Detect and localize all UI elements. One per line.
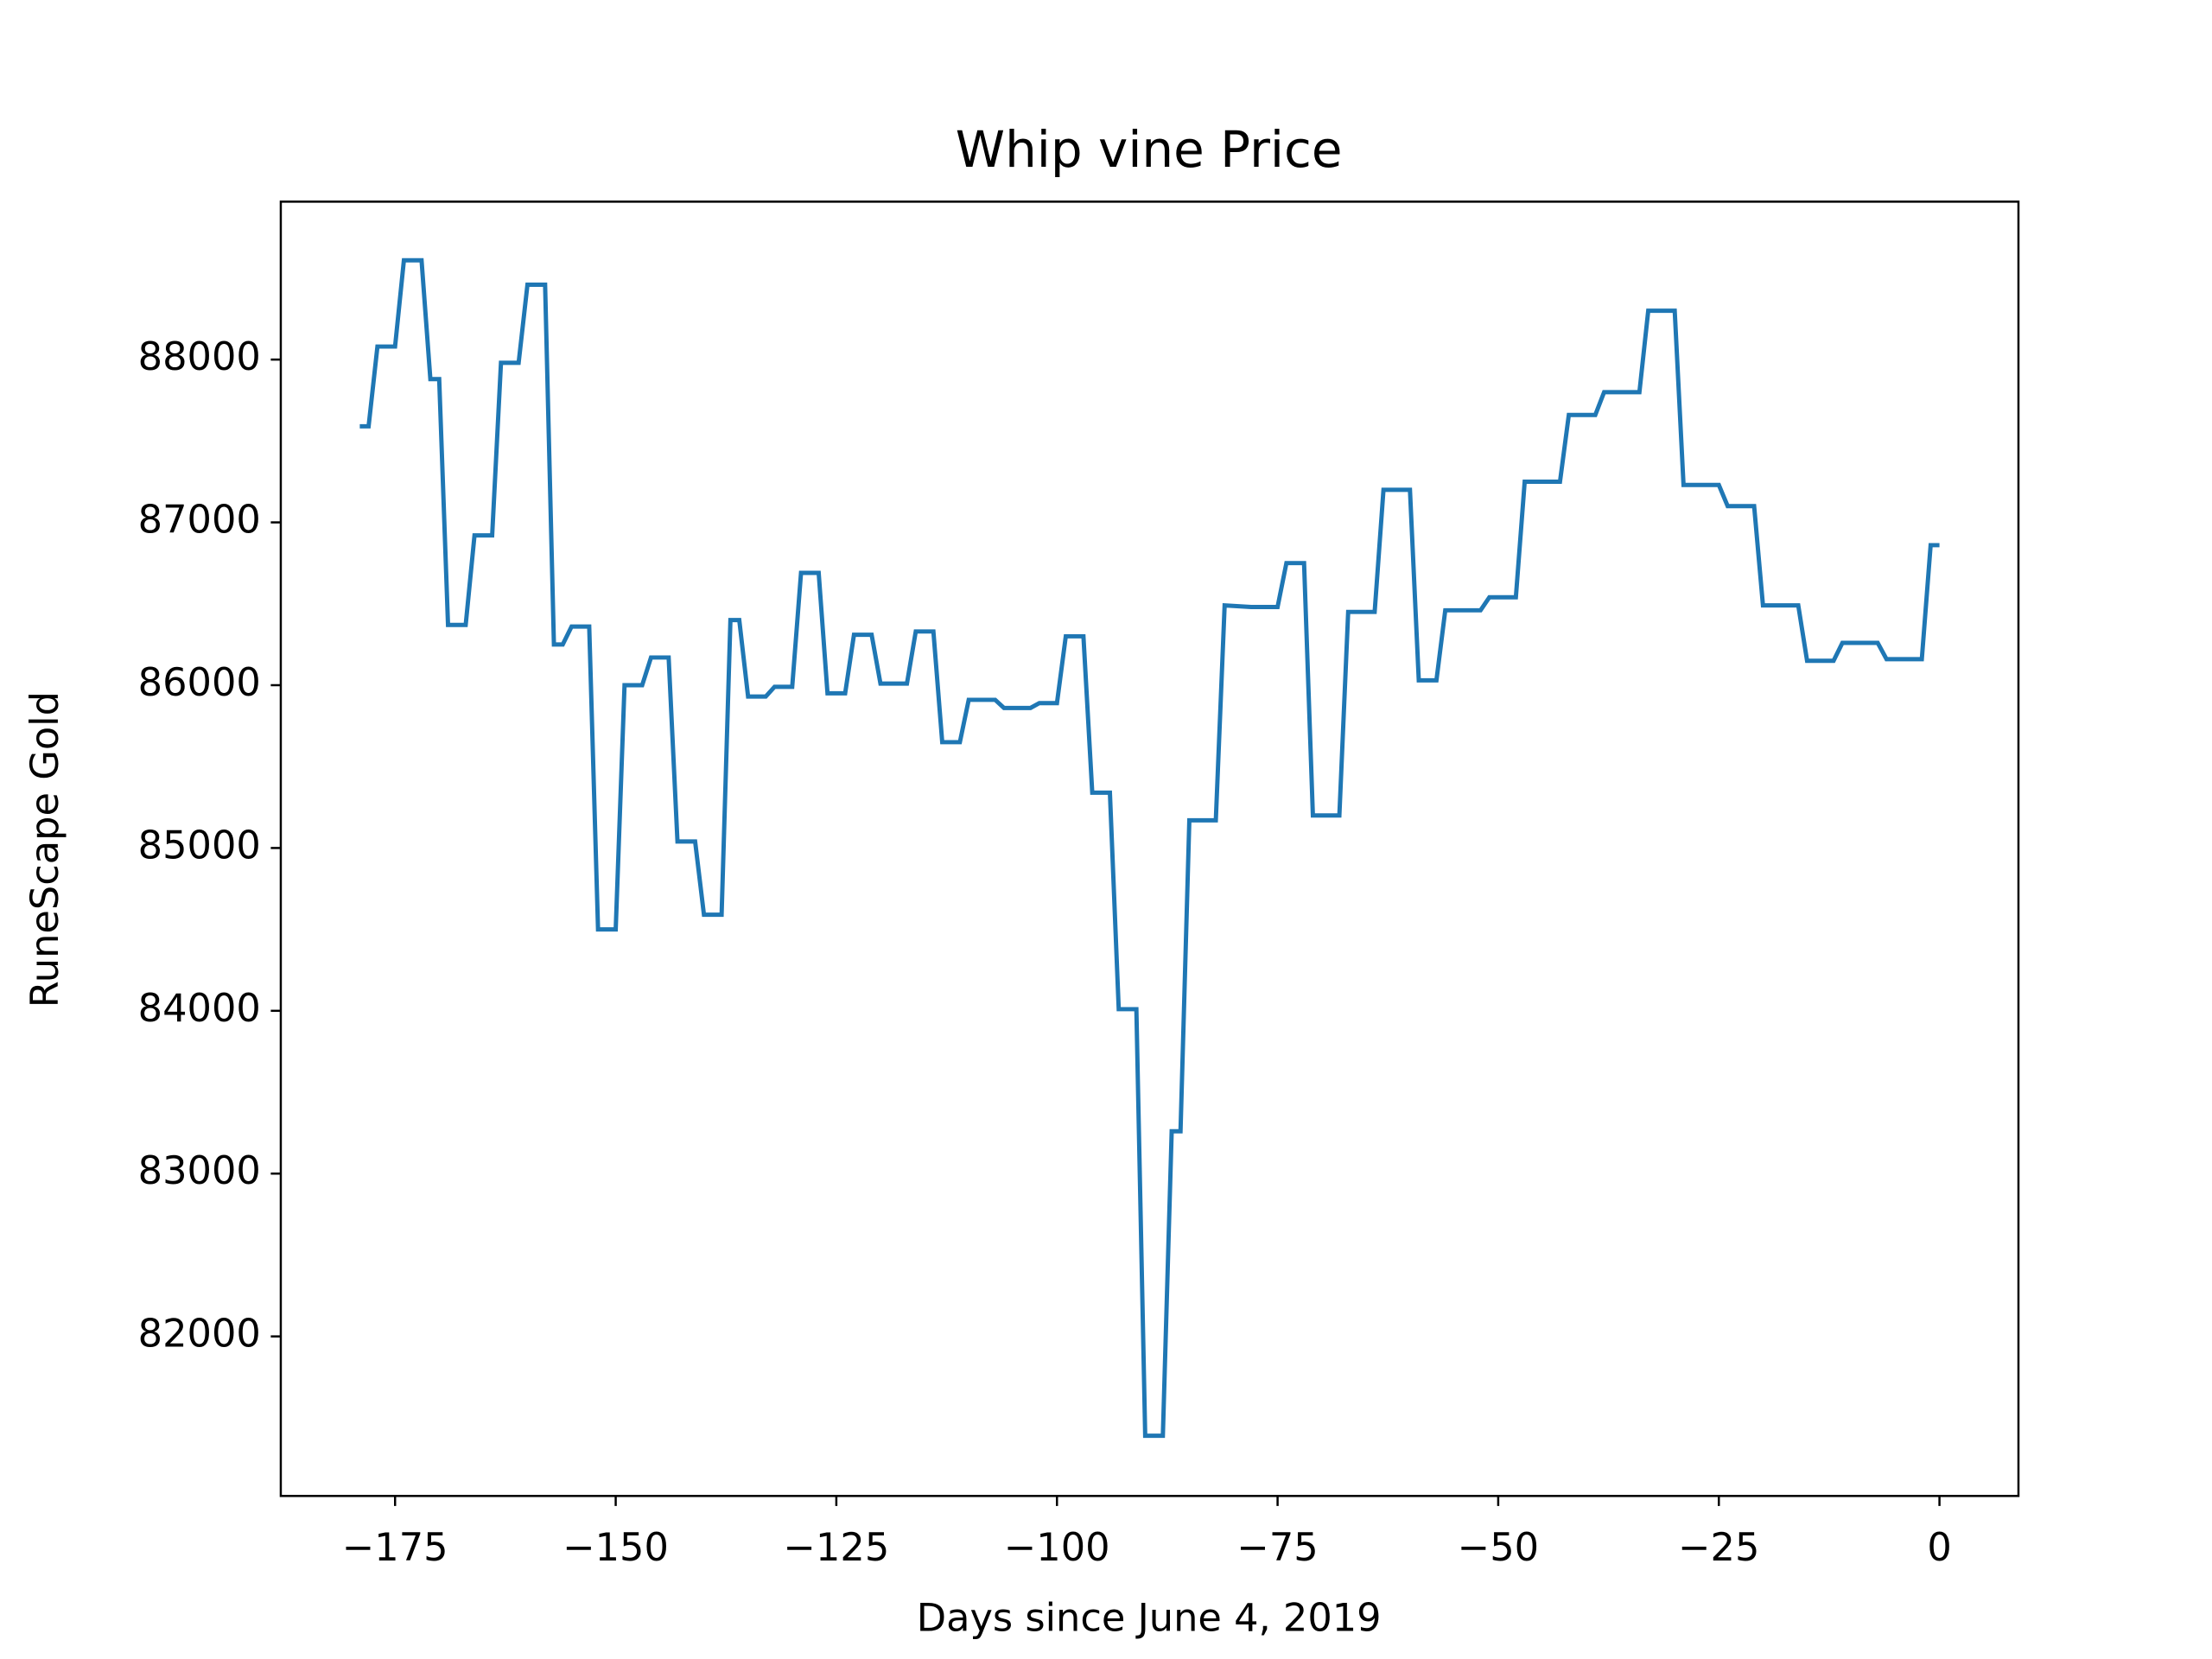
data-line: [359, 257, 1940, 1439]
x-tick-label: −175: [342, 1525, 448, 1570]
y-tick-label: 85000: [138, 823, 261, 868]
x-tick-label: −25: [1678, 1525, 1759, 1570]
x-tick-label: −125: [784, 1525, 890, 1570]
chart-title: Whip vine Price: [956, 120, 1343, 179]
plot-frame: [279, 200, 2020, 1497]
y-tick-label: 86000: [138, 660, 261, 705]
x-tick-label: 0: [1927, 1525, 1951, 1570]
x-tick-label: −50: [1458, 1525, 1539, 1570]
y-axis-label: RuneScape Gold: [22, 691, 67, 1007]
x-tick-label: −100: [1004, 1525, 1110, 1570]
y-tick-label: 87000: [138, 498, 261, 543]
y-tick-label: 83000: [138, 1148, 261, 1193]
y-tick-label: 88000: [138, 334, 261, 379]
x-tick-label: −150: [563, 1525, 669, 1570]
x-tick-label: −75: [1236, 1525, 1318, 1570]
x-axis-label: Days since June 4, 2019: [917, 1595, 1382, 1640]
y-tick-label: 84000: [138, 986, 261, 1031]
y-tick-label: 82000: [138, 1312, 261, 1357]
